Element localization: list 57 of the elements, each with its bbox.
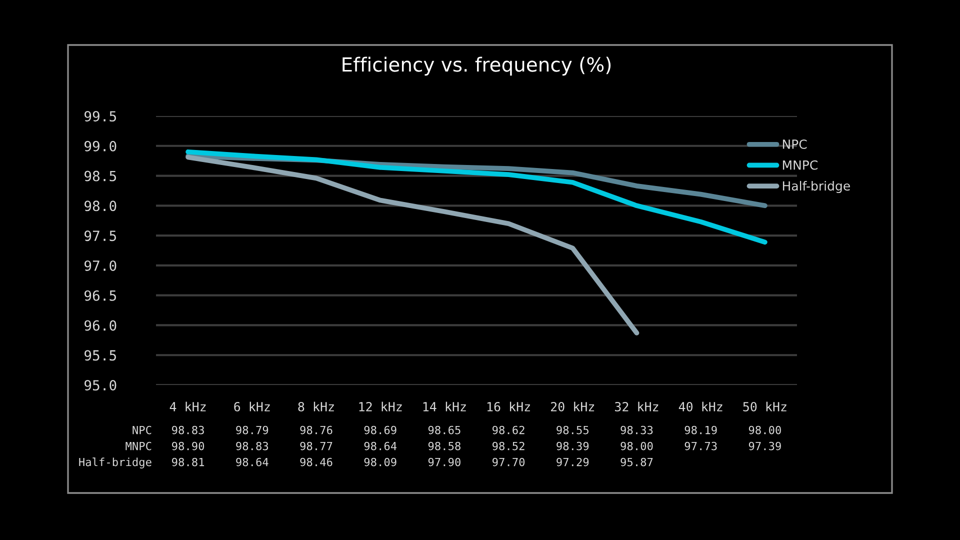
data-label: 98.79 bbox=[236, 426, 268, 434]
x-tick-label: 40 kHz bbox=[678, 402, 722, 412]
x-tick-label: 14 kHz bbox=[423, 402, 466, 412]
data-label: 98.33 bbox=[620, 426, 653, 434]
data-label: 98.64 bbox=[364, 442, 397, 450]
data-label: 97.70 bbox=[492, 458, 525, 466]
data-label: 98.00 bbox=[748, 426, 781, 434]
data-label: 98.77 bbox=[300, 442, 332, 450]
data-label: 97.29 bbox=[556, 458, 589, 466]
data-label: 95.87 bbox=[620, 458, 653, 466]
y-tick-label: 95.5 bbox=[84, 350, 116, 361]
y-tick-label: 97.0 bbox=[84, 260, 116, 271]
text: Half-bridge bbox=[79, 458, 152, 468]
data-label: 98.69 bbox=[364, 426, 396, 434]
x-tick-label: 32 kHz bbox=[615, 402, 658, 412]
y-tick-label: 98.5 bbox=[84, 170, 116, 182]
data-label: 98.83 bbox=[172, 426, 204, 434]
legend-label: NPC bbox=[782, 139, 807, 149]
data-label: 98.62 bbox=[492, 426, 524, 434]
legend-label: MNPC bbox=[782, 160, 818, 170]
chart-title: Efficiency vs. frequency (%) bbox=[342, 56, 611, 76]
data-label: 98.81 bbox=[172, 458, 204, 466]
data-label: 98.90 bbox=[172, 442, 204, 450]
data-label: 97.90 bbox=[428, 458, 460, 466]
data-label: 98.65 bbox=[428, 426, 460, 434]
x-tick-label: 4 kHz bbox=[170, 402, 206, 412]
line-series bbox=[186, 149, 768, 245]
y-tick-label: 97.5 bbox=[84, 230, 116, 242]
data-label: 98.46 bbox=[300, 458, 332, 466]
data-label: 98.64 bbox=[236, 458, 268, 466]
data-label: 98.52 bbox=[492, 442, 524, 450]
x-tick-label: 50 kHz bbox=[743, 402, 786, 412]
data-label: 98.58 bbox=[428, 442, 460, 450]
line-series bbox=[186, 154, 640, 336]
text: MNPC bbox=[126, 442, 152, 450]
x-tick-label: 20 kHz bbox=[551, 402, 594, 412]
x-tick-label: 6 kHz bbox=[234, 402, 270, 412]
y-tick-label: 96.0 bbox=[84, 320, 116, 331]
data-label: 98.09 bbox=[364, 458, 396, 466]
data-label: 98.55 bbox=[556, 426, 588, 434]
y-tick-label: 99.5 bbox=[84, 111, 116, 122]
y-tick-label: 96.5 bbox=[84, 290, 116, 301]
data-label: 97.39 bbox=[748, 442, 781, 450]
data-label: 98.76 bbox=[300, 426, 332, 434]
data-label: 98.00 bbox=[620, 442, 653, 450]
x-tick-label: 12 kHz bbox=[359, 402, 402, 412]
text: NPC bbox=[132, 426, 152, 434]
x-tick-label: 8 kHz bbox=[298, 402, 334, 412]
data-label: 98.83 bbox=[236, 442, 268, 450]
y-tick-label: 98.0 bbox=[84, 200, 116, 212]
y-tick-label: 99.0 bbox=[84, 140, 116, 152]
legend-label: Half-bridge bbox=[782, 180, 850, 194]
y-tick-label: 95.0 bbox=[84, 380, 116, 391]
x-tick-label: 16 kHz bbox=[487, 402, 530, 412]
data-label: 98.19 bbox=[684, 426, 717, 434]
data-label: 97.73 bbox=[684, 442, 717, 450]
data-label: 98.39 bbox=[556, 442, 589, 450]
